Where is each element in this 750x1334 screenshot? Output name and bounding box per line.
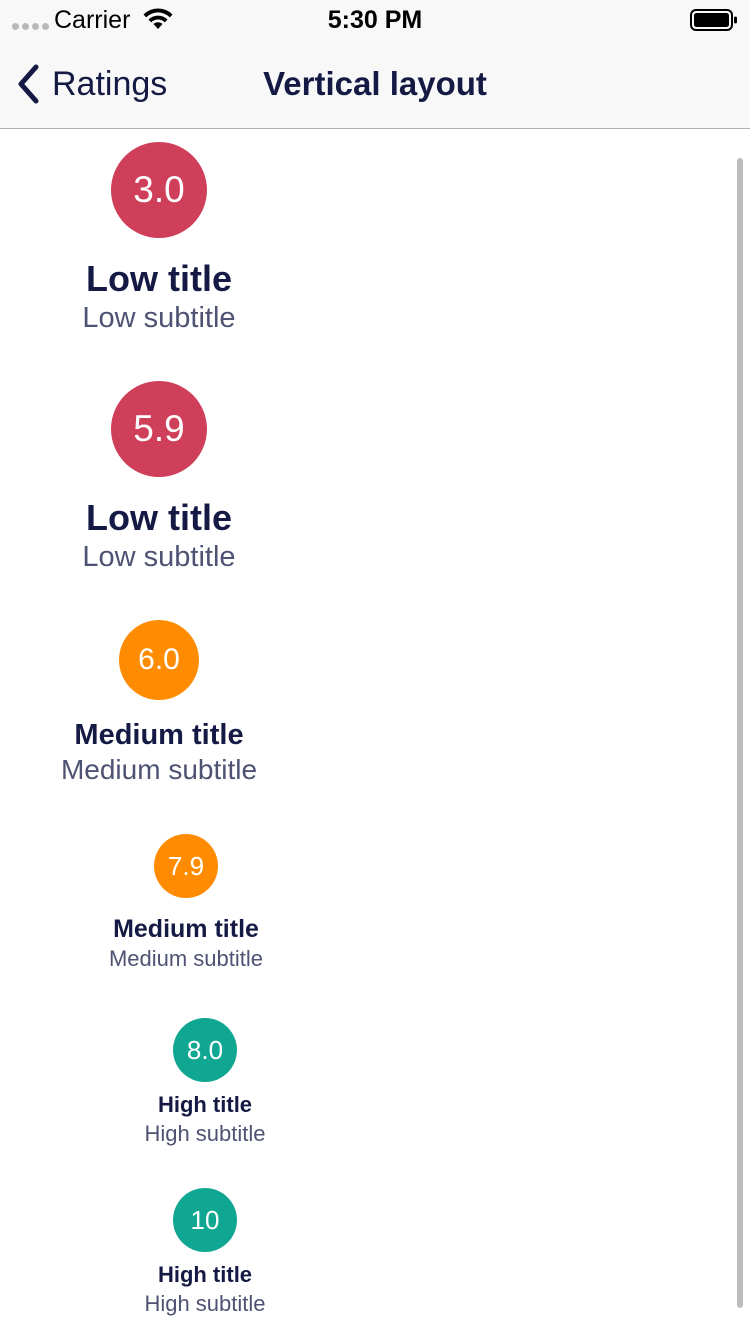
rating-item: 8.0 High title High subtitle (55, 1018, 355, 1150)
status-bar: Carrier 5:30 PM (0, 0, 750, 40)
carrier-label: Carrier (54, 6, 131, 34)
rating-subtitle: Low subtitle (82, 302, 236, 334)
rating-title: High title (157, 1092, 253, 1117)
back-button[interactable]: Ratings (14, 60, 167, 108)
rating-item: 7.9 Medium title Medium subtitle (36, 834, 336, 974)
battery-icon (690, 9, 737, 31)
rating-badge: 3.0 (111, 142, 207, 238)
rating-title: Low title (86, 258, 232, 299)
rating-title: Medium title (113, 915, 259, 943)
page-title: Vertical layout (263, 65, 487, 102)
rating-subtitle: High subtitle (144, 1291, 266, 1316)
rating-badge: 10 (173, 1188, 237, 1252)
rating-title: Low title (86, 497, 232, 538)
rating-title: High title (157, 1262, 253, 1287)
rating-badge: 8.0 (173, 1018, 237, 1082)
navigation-bar: Ratings Vertical layout (0, 40, 750, 129)
wifi-icon (143, 8, 173, 29)
rating-subtitle: Medium subtitle (108, 946, 264, 971)
rating-item: 3.0 Low title Low subtitle (9, 142, 309, 336)
signal-strength-icon (12, 23, 49, 30)
rating-subtitle: Low subtitle (82, 541, 236, 573)
rating-badge: 7.9 (154, 834, 218, 898)
rating-badge: 6.0 (119, 620, 199, 700)
back-button-label: Ratings (52, 65, 168, 103)
rating-item: 6.0 Medium title Medium subtitle (9, 620, 309, 788)
rating-badge: 5.9 (111, 381, 207, 477)
scroll-indicator[interactable] (737, 158, 743, 1308)
rating-subtitle: High subtitle (144, 1121, 266, 1146)
rating-title: Medium title (74, 719, 244, 751)
rating-subtitle: Medium subtitle (60, 754, 258, 785)
chevron-left-icon (18, 64, 39, 104)
rating-item: 5.9 Low title Low subtitle (9, 381, 309, 575)
rating-item: 10 High title High subtitle (55, 1188, 355, 1320)
clock: 5:30 PM (327, 6, 423, 34)
